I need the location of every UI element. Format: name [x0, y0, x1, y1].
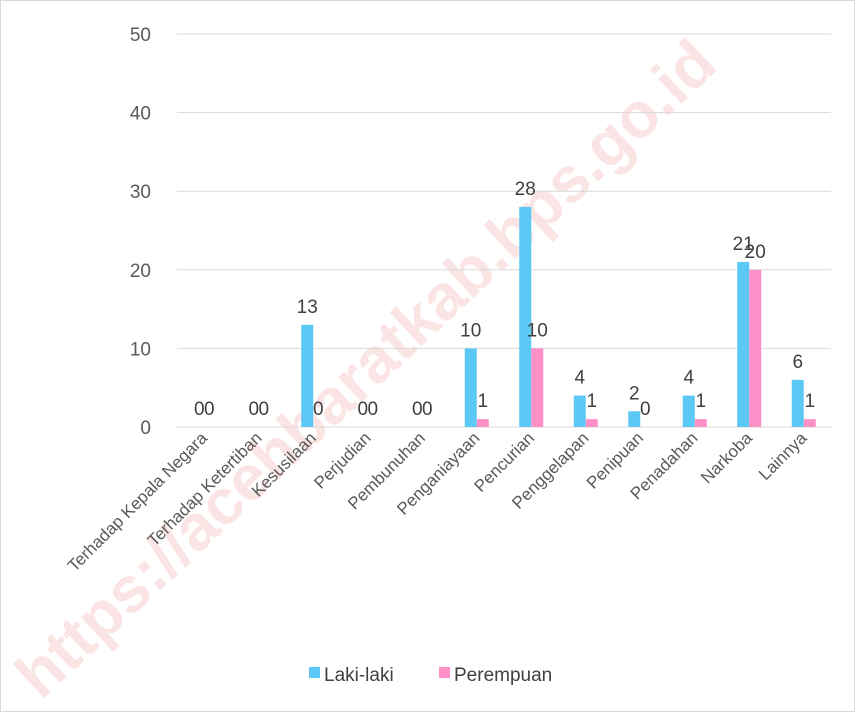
data-label: 21 — [733, 234, 754, 255]
data-label: 6 — [792, 352, 803, 373]
bars — [301, 206, 816, 427]
bar — [464, 348, 477, 427]
data-label: 0 — [422, 399, 433, 420]
data-label: 1 — [477, 391, 488, 412]
bar — [585, 419, 598, 427]
data-label: 2 — [629, 383, 640, 404]
y-tick-label: 30 — [130, 182, 151, 203]
legend: Laki-laki Perempuan — [309, 665, 552, 686]
bar — [628, 411, 641, 427]
data-label: 0 — [313, 399, 324, 420]
x-tick-label: Narkoba — [697, 428, 756, 487]
legend-swatch — [439, 667, 450, 678]
bar — [519, 206, 532, 427]
data-label: 1 — [586, 391, 597, 412]
bar — [531, 348, 544, 427]
data-label: 13 — [297, 297, 318, 318]
legend-label: Laki-laki — [324, 665, 394, 686]
gridlines — [177, 33, 831, 428]
y-axis: 0 10 20 30 40 50 — [130, 25, 151, 439]
y-tick-label: 0 — [140, 418, 151, 439]
bar — [749, 269, 762, 427]
y-tick-label: 40 — [130, 104, 151, 125]
bar — [694, 419, 707, 427]
data-label: 0 — [640, 399, 651, 420]
data-label: 4 — [683, 368, 694, 389]
data-label: 20 — [745, 242, 766, 263]
legend-label: Perempuan — [454, 665, 552, 686]
bar — [803, 419, 816, 427]
x-tick-label: Lainnya — [755, 428, 811, 484]
bar — [682, 395, 695, 427]
data-label: 10 — [460, 320, 481, 341]
y-tick-label: 20 — [130, 261, 151, 282]
watermark: https://acehbaratkab.bps.go.id — [1, 26, 729, 712]
data-label: 0 — [204, 399, 215, 420]
y-tick-label: 10 — [130, 339, 151, 360]
legend-swatch — [309, 667, 320, 678]
data-label: 1 — [804, 391, 815, 412]
y-tick-label: 50 — [130, 25, 151, 46]
data-label: 28 — [515, 179, 536, 200]
data-label: 10 — [527, 320, 548, 341]
data-label: 4 — [574, 368, 585, 389]
bar — [737, 261, 750, 427]
data-label: 0 — [367, 399, 378, 420]
bar — [791, 379, 804, 427]
data-label: 0 — [194, 399, 205, 420]
bar — [301, 324, 314, 427]
data-label: 1 — [695, 391, 706, 412]
data-label: 0 — [258, 399, 269, 420]
data-label: 0 — [357, 399, 368, 420]
bar — [476, 419, 489, 427]
data-label: 0 — [248, 399, 259, 420]
data-label: 0 — [412, 399, 423, 420]
bar — [573, 395, 586, 427]
